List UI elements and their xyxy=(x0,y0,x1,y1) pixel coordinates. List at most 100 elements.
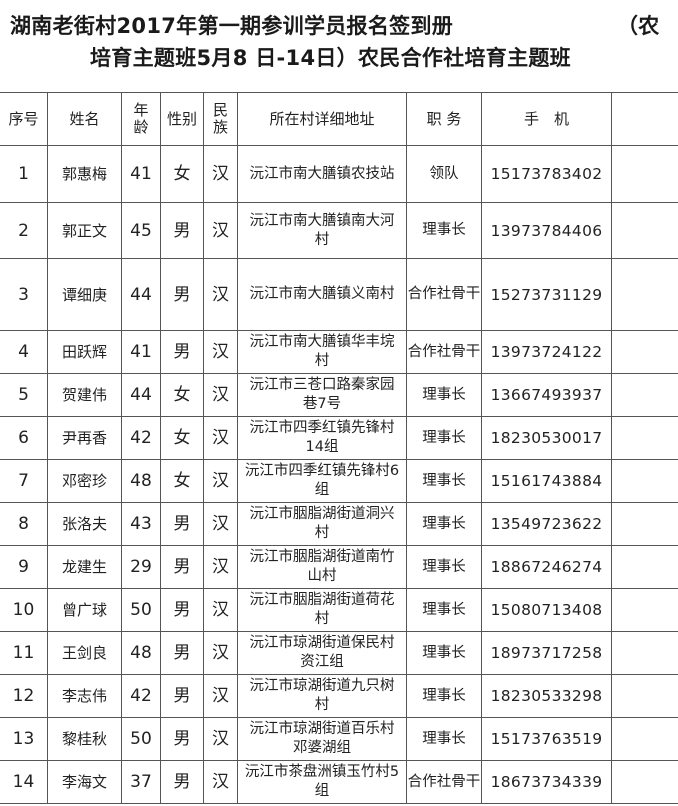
address-cell: 沅江市胭脂湖街道南竹山村 xyxy=(237,545,407,589)
row-number: 8 xyxy=(0,502,48,546)
extra-cell xyxy=(611,145,678,203)
name-cell: 郭正文 xyxy=(47,202,122,259)
role-cell: 理事长 xyxy=(406,416,482,460)
sex-cell: 男 xyxy=(160,258,204,331)
name-cell: 龙建生 xyxy=(47,545,122,589)
role-cell: 理事长 xyxy=(406,717,482,761)
ethnicity-cell: 汉 xyxy=(203,459,238,503)
phone-cell: 18673734339 xyxy=(481,760,612,804)
ethnicity-cell: 汉 xyxy=(203,202,238,259)
sex-cell: 男 xyxy=(160,588,204,632)
sex-cell: 男 xyxy=(160,717,204,761)
ethnicity-cell: 汉 xyxy=(203,631,238,675)
registration-table: 序号 姓名 年龄 性别 民族 所在村详细地址 职 务 手 机 1 郭惠梅 41 女汉沅… xyxy=(0,92,678,804)
ethnicity-cell: 汉 xyxy=(203,502,238,546)
header-role: 职 务 xyxy=(406,92,482,146)
address-cell: 沅江市四季红镇先锋村14组 xyxy=(237,416,407,460)
phone-cell: 18230530017 xyxy=(481,416,612,460)
name-cell: 张洛夫 xyxy=(47,502,122,546)
extra-cell xyxy=(611,588,678,632)
table-row: 12 李志伟 42 男汉沅江市琼湖街道九只树村 理事长 18230533298 xyxy=(0,674,678,718)
name-cell: 李志伟 xyxy=(47,674,122,718)
phone-cell: 15161743884 xyxy=(481,459,612,503)
header-no: 序号 xyxy=(0,92,48,146)
document-title-line2: 培育主题班5月8 日-14日）农民合作社培育主题班 xyxy=(90,46,571,70)
row-number: 12 xyxy=(0,674,48,718)
name-cell: 李海文 xyxy=(47,760,122,804)
role-cell: 理事长 xyxy=(406,373,482,417)
row-number: 3 xyxy=(0,258,48,331)
age-cell: 29 xyxy=(121,545,161,589)
header-sex: 性别 xyxy=(160,92,204,146)
age-cell: 48 xyxy=(121,459,161,503)
row-number: 14 xyxy=(0,760,48,804)
age-cell: 44 xyxy=(121,258,161,331)
age-cell: 41 xyxy=(121,330,161,374)
age-cell: 42 xyxy=(121,416,161,460)
role-cell: 合作社骨干 xyxy=(406,330,482,374)
table-row: 3 谭细庚 44 男汉沅江市南大膳镇义南村 合作社骨干 15273731129 xyxy=(0,258,678,331)
address-cell: 沅江市胭脂湖街道洞兴村 xyxy=(237,502,407,546)
address-cell: 沅江市南大膳镇华丰垸村 xyxy=(237,330,407,374)
age-cell: 37 xyxy=(121,760,161,804)
extra-cell xyxy=(611,545,678,589)
address-cell: 沅江市四季红镇先锋村6组 xyxy=(237,459,407,503)
role-cell: 领队 xyxy=(406,145,482,203)
table-row: 2 郭正文 45 男汉沅江市南大膳镇南大河村 理事长 13973784406 xyxy=(0,202,678,259)
row-number: 6 xyxy=(0,416,48,460)
table-row: 7 邓密珍 48 女汉沅江市四季红镇先锋村6组 理事长 15161743884 xyxy=(0,459,678,503)
address-cell: 沅江市胭脂湖街道荷花村 xyxy=(237,588,407,632)
address-cell: 沅江市南大膳镇农技站 xyxy=(237,145,407,203)
extra-cell xyxy=(611,258,678,331)
header-name: 姓名 xyxy=(47,92,122,146)
address-cell: 沅江市三苍口路秦家园巷7号 xyxy=(237,373,407,417)
extra-cell xyxy=(611,631,678,675)
table-row: 10 曾广球 50 男汉沅江市胭脂湖街道荷花村 理事长 15080713408 xyxy=(0,588,678,632)
phone-cell: 15173763519 xyxy=(481,717,612,761)
ethnicity-cell: 汉 xyxy=(203,760,238,804)
phone-cell: 13973784406 xyxy=(481,202,612,259)
address-cell: 沅江市茶盘洲镇玉竹村5组 xyxy=(237,760,407,804)
role-cell: 理事长 xyxy=(406,631,482,675)
table-row: 1 郭惠梅 41 女汉沅江市南大膳镇农技站 领队 15173783402 xyxy=(0,145,678,203)
table-row: 9 龙建生 29 男汉沅江市胭脂湖街道南竹山村 理事长 18867246274 xyxy=(0,545,678,589)
age-cell: 44 xyxy=(121,373,161,417)
phone-cell: 18230533298 xyxy=(481,674,612,718)
table-row: 14 李海文 37 男汉沅江市茶盘洲镇玉竹村5组 合作社骨干 18673734339 xyxy=(0,760,678,804)
ethnicity-cell: 汉 xyxy=(203,145,238,203)
role-cell: 理事长 xyxy=(406,674,482,718)
table-row: 11 王剑良 48 男汉沅江市琼湖街道保民村资江组 理事长 18973717258 xyxy=(0,631,678,675)
age-cell: 43 xyxy=(121,502,161,546)
role-cell: 理事长 xyxy=(406,545,482,589)
row-number: 10 xyxy=(0,588,48,632)
sex-cell: 男 xyxy=(160,631,204,675)
header-extra xyxy=(611,92,678,146)
extra-cell xyxy=(611,717,678,761)
ethnicity-cell: 汉 xyxy=(203,545,238,589)
header-ethnicity: 民族 xyxy=(203,92,238,146)
extra-cell xyxy=(611,674,678,718)
ethnicity-cell: 汉 xyxy=(203,373,238,417)
sex-cell: 男 xyxy=(160,202,204,259)
extra-cell xyxy=(611,373,678,417)
role-cell: 理事长 xyxy=(406,459,482,503)
header-age: 年龄 xyxy=(121,92,161,146)
row-number: 9 xyxy=(0,545,48,589)
phone-cell: 13549723622 xyxy=(481,502,612,546)
role-cell: 合作社骨干 xyxy=(406,760,482,804)
sex-cell: 男 xyxy=(160,760,204,804)
sex-cell: 男 xyxy=(160,502,204,546)
table-row: 5 贺建伟 44 女汉沅江市三苍口路秦家园巷7号 理事长 13667493937 xyxy=(0,373,678,417)
name-cell: 王剑良 xyxy=(47,631,122,675)
address-cell: 沅江市琼湖街道百乐村邓婆湖组 xyxy=(237,717,407,761)
phone-cell: 18867246274 xyxy=(481,545,612,589)
row-number: 4 xyxy=(0,330,48,374)
name-cell: 郭惠梅 xyxy=(47,145,122,203)
phone-cell: 15080713408 xyxy=(481,588,612,632)
name-cell: 尹再香 xyxy=(47,416,122,460)
ethnicity-cell: 汉 xyxy=(203,717,238,761)
age-cell: 50 xyxy=(121,717,161,761)
name-cell: 黎桂秋 xyxy=(47,717,122,761)
extra-cell xyxy=(611,502,678,546)
role-cell: 理事长 xyxy=(406,202,482,259)
